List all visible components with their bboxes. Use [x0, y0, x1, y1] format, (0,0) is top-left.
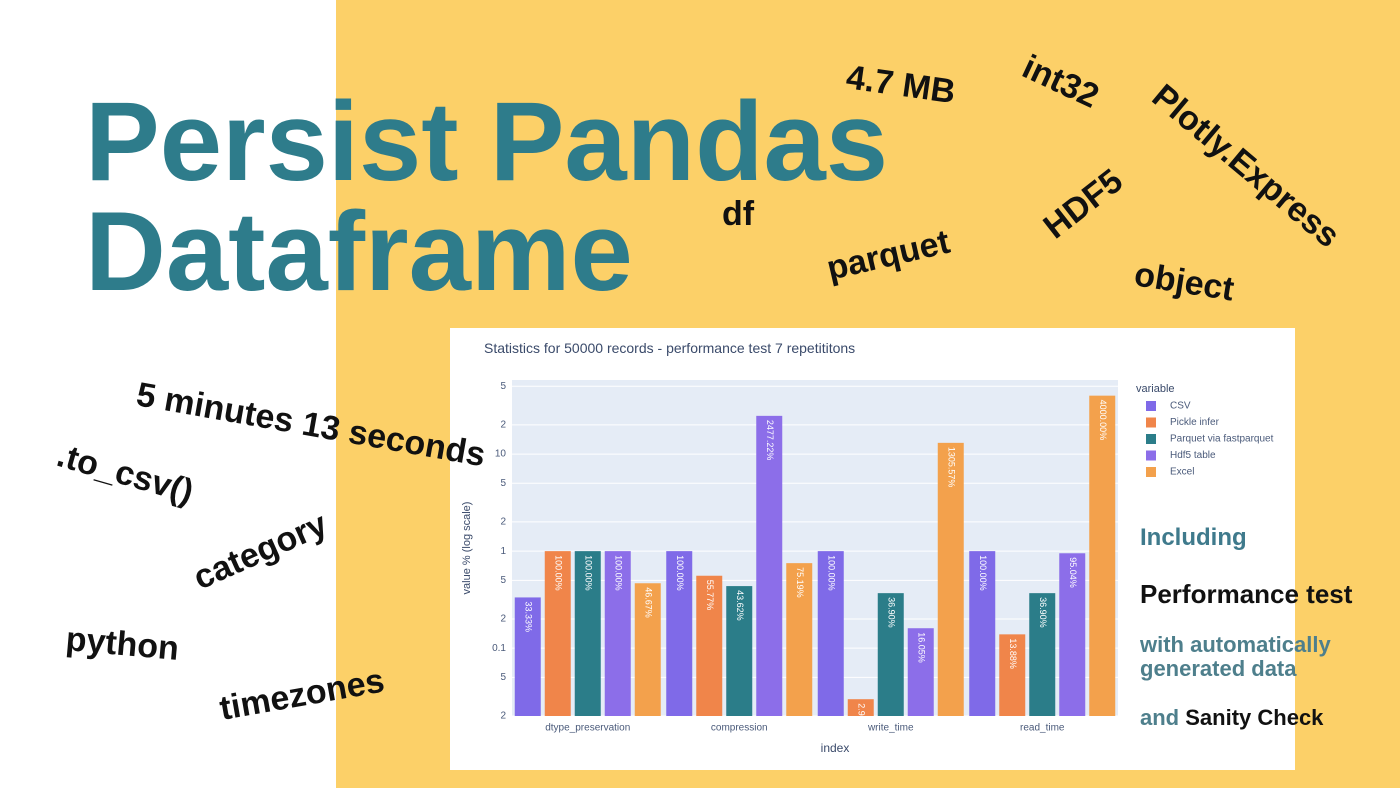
side-text: with automatically	[1139, 632, 1331, 657]
bar	[937, 442, 964, 716]
x-tick-label: dtype_preservation	[545, 723, 630, 734]
y-tick-label: 2	[500, 711, 506, 722]
title: Persist Pandas	[85, 79, 888, 204]
bar-label: 100.00%	[583, 555, 593, 591]
bar-label: 75.19%	[795, 567, 805, 598]
side-text: Including	[1140, 524, 1247, 551]
bar	[907, 628, 934, 716]
x-tick-label: read_time	[1020, 723, 1065, 734]
x-axis-label: index	[821, 741, 850, 755]
bar	[1029, 593, 1056, 716]
side-text-part: Sanity Check	[1185, 705, 1324, 730]
bar-label: 46.67%	[643, 587, 653, 618]
bar	[544, 551, 571, 716]
bar-label: 100.00%	[613, 555, 623, 591]
bar	[877, 593, 904, 716]
legend-swatch	[1146, 401, 1156, 411]
chart-title: Statistics for 50000 records - performan…	[484, 340, 855, 356]
y-tick-label: 10	[495, 449, 507, 460]
legend-label: Hdf5 table	[1170, 450, 1216, 461]
bar-label: 36.90%	[1038, 597, 1048, 628]
bar	[969, 551, 996, 716]
bar	[726, 586, 753, 716]
bar	[574, 551, 601, 716]
bar-label: 1305.57%	[946, 447, 956, 488]
side-text: Performance test	[1140, 579, 1353, 609]
x-tick-label: compression	[711, 723, 768, 734]
side-text: and Sanity Check	[1140, 705, 1324, 730]
bar	[1059, 553, 1086, 716]
legend-title: variable	[1136, 383, 1175, 395]
side-text-part: and	[1140, 705, 1179, 730]
title: Dataframe	[85, 189, 633, 314]
bar	[756, 415, 783, 716]
legend-label: Excel	[1170, 467, 1194, 478]
bar	[847, 699, 874, 716]
bar-label: 2477.22%	[765, 420, 775, 461]
legend-swatch	[1146, 434, 1156, 444]
plot-area	[512, 380, 1118, 716]
y-tick-label: 2	[500, 614, 506, 625]
bar-label: 13.88%	[1008, 638, 1018, 669]
word: df	[722, 195, 755, 233]
bar	[604, 551, 631, 716]
bar-label: 4000.00%	[1098, 400, 1108, 441]
y-tick-label: 5	[500, 478, 506, 489]
y-tick-label: 2	[500, 420, 506, 431]
legend-swatch	[1146, 467, 1156, 477]
bar-label: 55.77%	[705, 580, 715, 611]
legend-label: Pickle infer	[1170, 417, 1220, 428]
y-tick-label: 5	[500, 381, 506, 392]
y-tick-label: 1	[500, 546, 506, 557]
legend-label: Parquet via fastparquet	[1170, 434, 1274, 445]
bar-label: 16.05%	[916, 632, 926, 663]
bar	[634, 583, 661, 716]
bar-label: 43.62%	[735, 590, 745, 621]
bar-label: 36.90%	[886, 597, 896, 628]
legend-label: CSV	[1170, 401, 1191, 412]
bar-label: 100.00%	[675, 555, 685, 591]
bar	[666, 551, 693, 716]
bar	[817, 551, 844, 716]
bar-label: 100.00%	[826, 555, 836, 591]
bar-label: 2.98%	[856, 703, 866, 729]
legend-swatch	[1146, 417, 1156, 428]
bar	[514, 597, 541, 716]
bar	[696, 575, 723, 716]
bar	[1089, 395, 1116, 716]
bar-label: 33.33%	[523, 601, 533, 632]
y-tick-label: 5	[500, 672, 506, 683]
side-text: generated data	[1140, 656, 1297, 681]
bar	[999, 634, 1026, 716]
x-tick-label: write_time	[867, 723, 914, 734]
y-axis-label: value % (log scale)	[461, 502, 473, 595]
bar	[786, 563, 813, 716]
bar-label: 95.04%	[1068, 557, 1078, 588]
y-tick-label: 5	[500, 575, 506, 586]
legend-swatch	[1146, 450, 1156, 461]
bar-label: 100.00%	[553, 555, 563, 591]
y-tick-label: 0.1	[492, 643, 506, 654]
y-tick-label: 2	[500, 517, 506, 528]
bar-label: 100.00%	[978, 555, 988, 591]
